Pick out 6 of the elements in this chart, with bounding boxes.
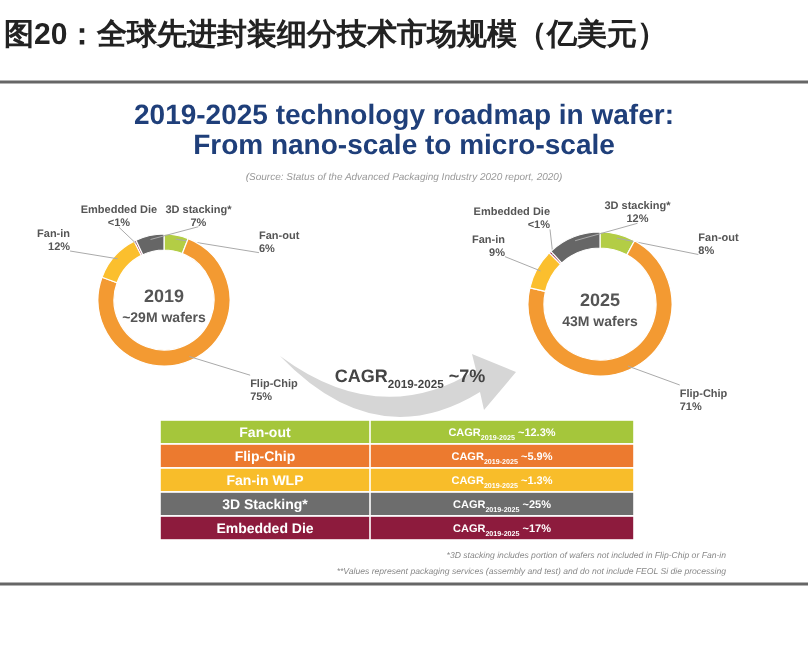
text: CAGR$_{2019-2025}$ ~7%	[334, 366, 486, 392]
donut-slice	[97, 237, 231, 367]
text: 图20：全球先进封装细分技术市场规模（亿美元）	[4, 16, 668, 52]
text: 2019-2025 technology roadmap in wafer: From nano-scale to micro-scale	[134, 98, 674, 160]
text: 2025	[579, 290, 621, 310]
text: 2019	[143, 286, 185, 306]
